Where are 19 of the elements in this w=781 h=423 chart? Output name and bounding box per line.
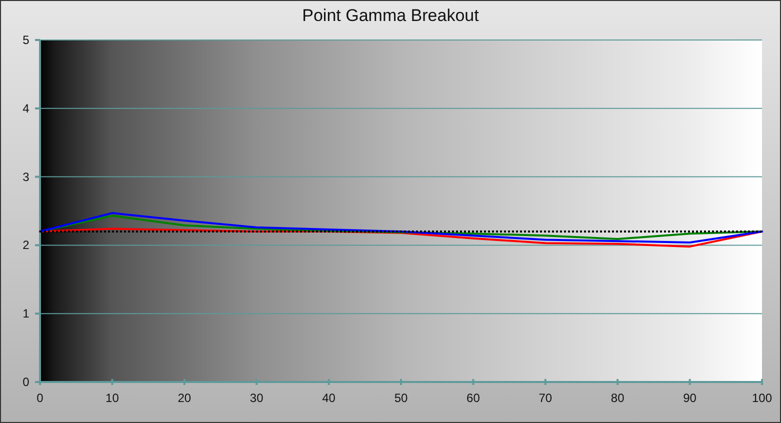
x-tick-label: 60	[466, 391, 480, 405]
y-tick-label: 0	[22, 375, 30, 389]
x-tick-label: 80	[610, 391, 625, 405]
x-tick-label: 50	[394, 391, 408, 405]
x-tick-label: 10	[106, 391, 120, 405]
line-series	[39, 228, 763, 248]
x-tick-label: 70	[538, 391, 552, 405]
y-tick-label: 5	[22, 33, 30, 47]
y-tick-label: 4	[22, 101, 30, 116]
x-tick-label: 90	[683, 391, 697, 405]
y-tick-label: 1	[22, 306, 30, 321]
x-tick-label: 20	[178, 391, 192, 405]
y-tick-label: 3	[22, 170, 30, 184]
x-tick-label: 100	[752, 391, 772, 405]
x-tick-label: 30	[250, 391, 264, 405]
x-tick-label: 40	[322, 391, 336, 405]
chart-title: Point Gamma Breakout	[302, 6, 480, 25]
y-tick-label: 2	[22, 238, 30, 252]
x-tick-label: 0	[36, 391, 44, 405]
